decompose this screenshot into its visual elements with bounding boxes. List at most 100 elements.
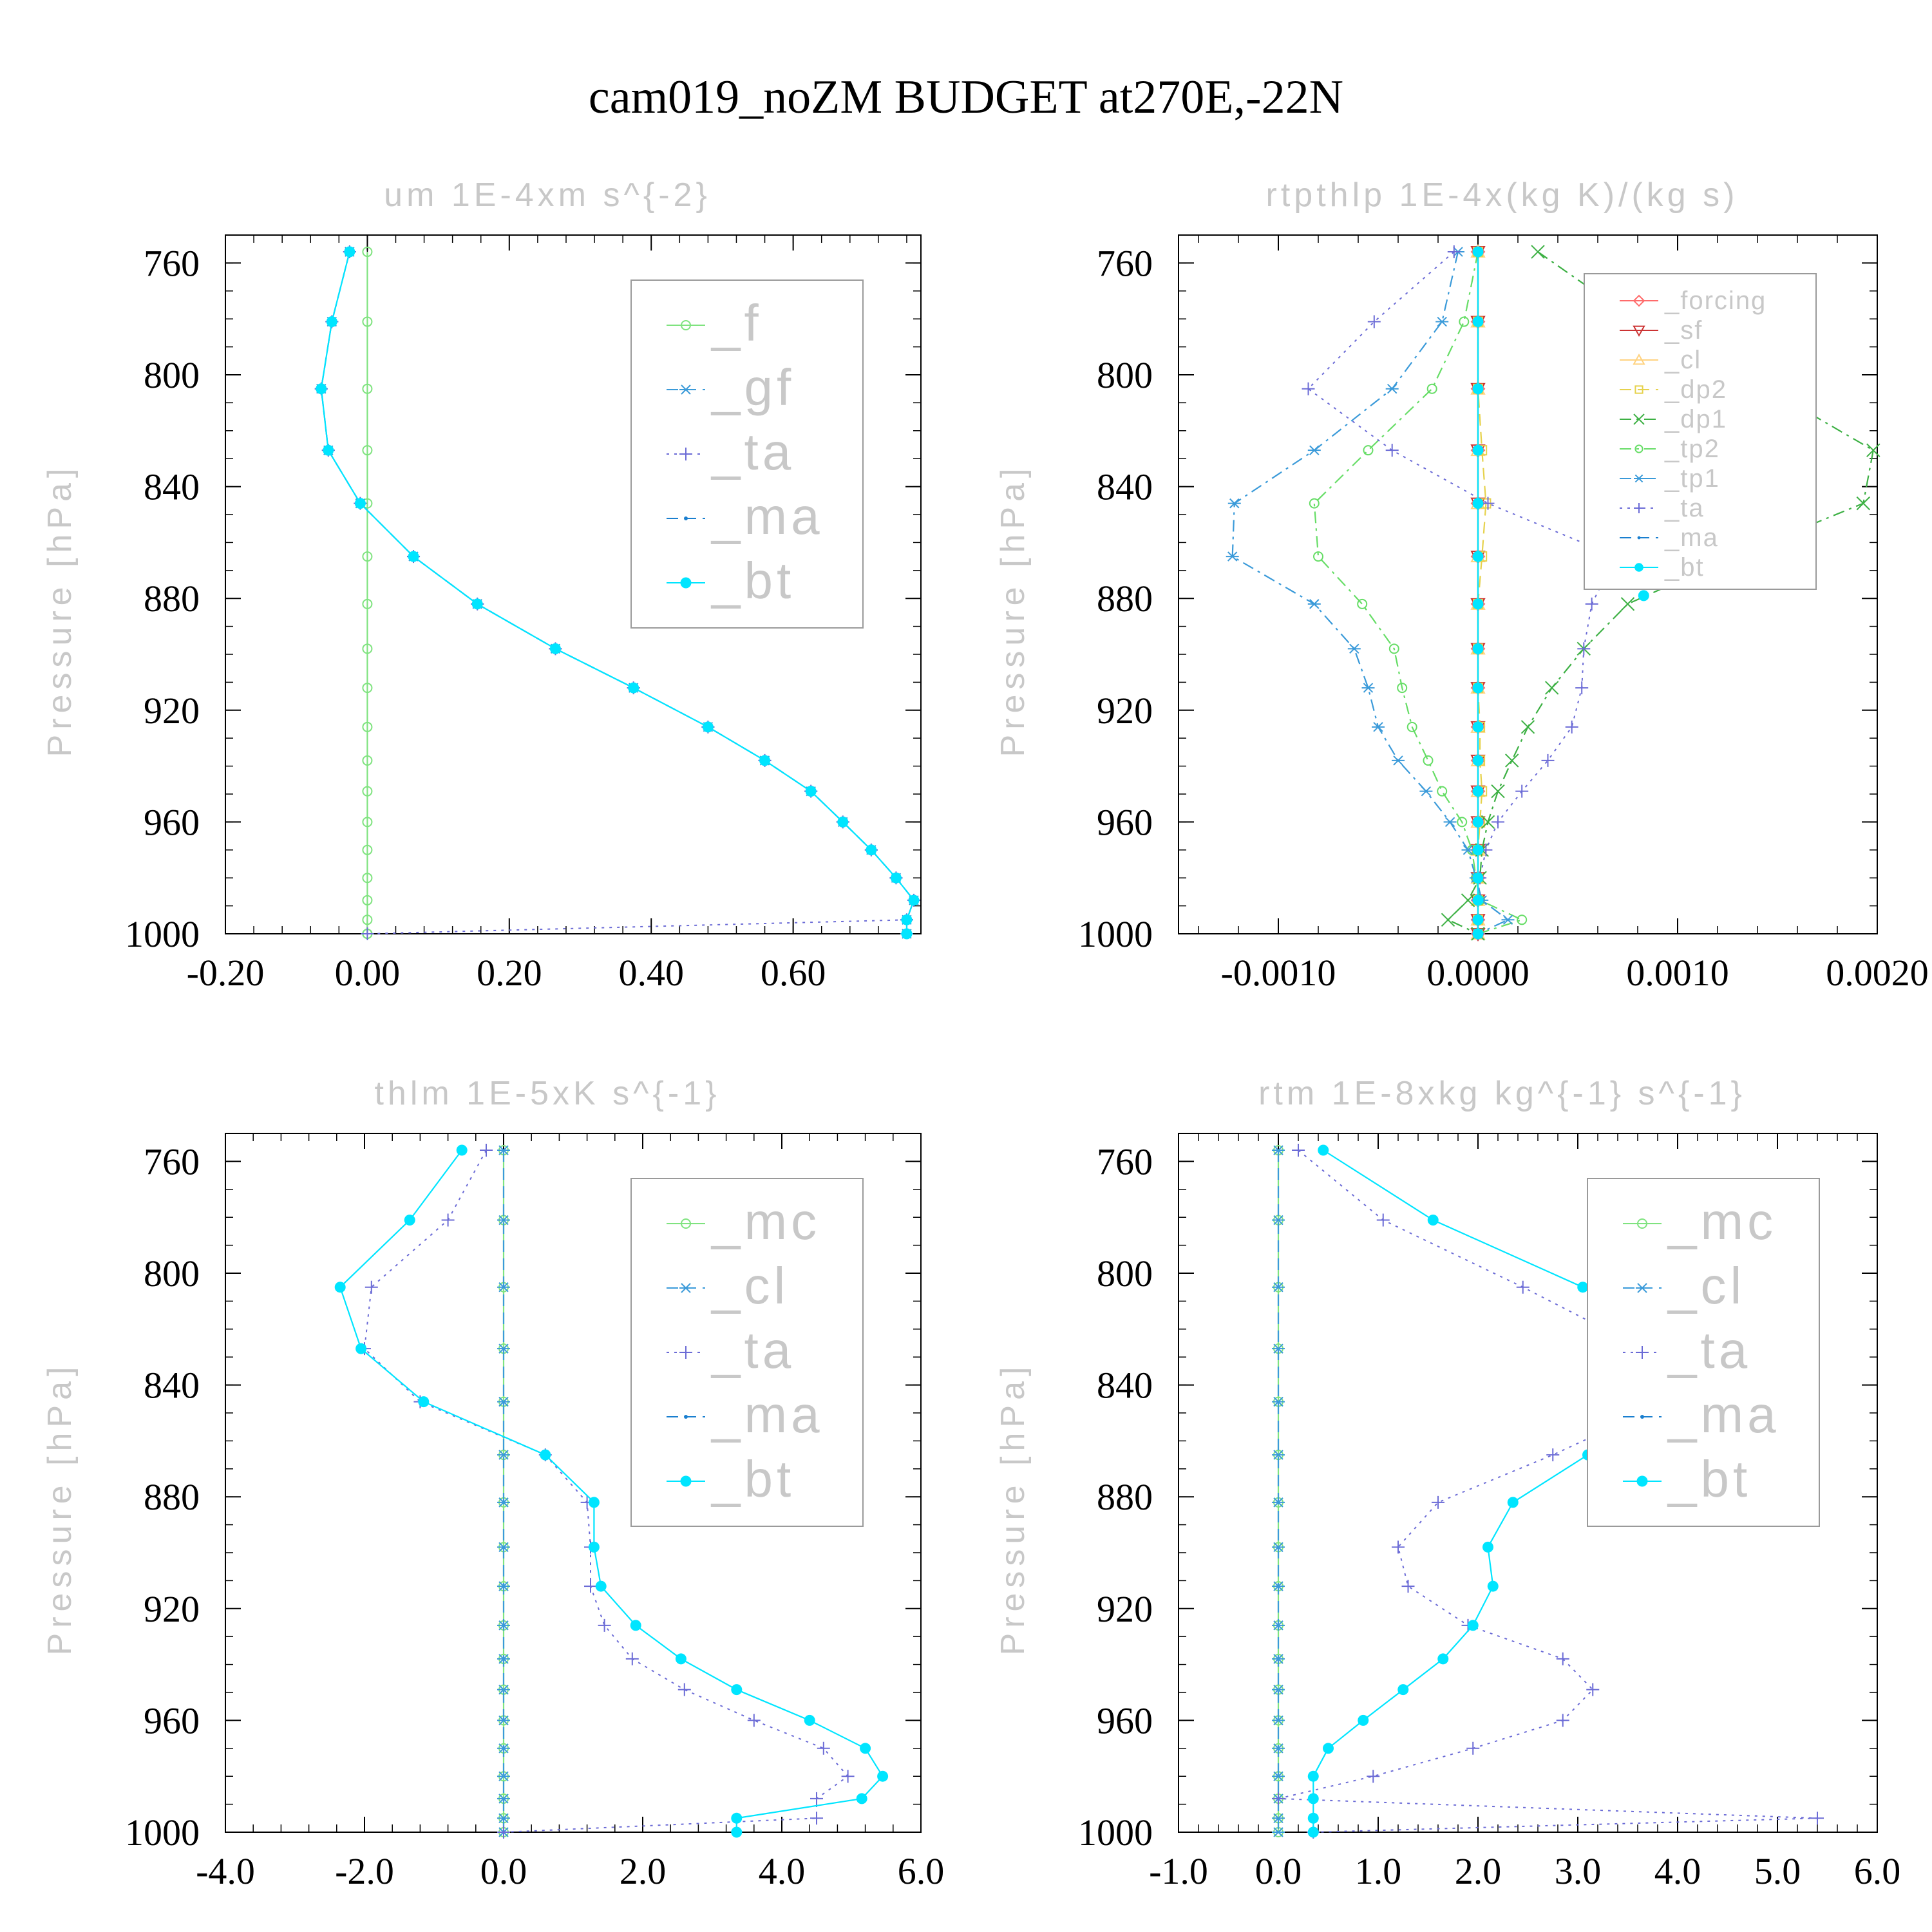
data-point — [1427, 1215, 1439, 1226]
data-point — [549, 643, 561, 654]
legend-marker — [1634, 474, 1644, 483]
data-point — [588, 1497, 600, 1508]
legend-label: _mc — [710, 1193, 820, 1250]
legend-box — [630, 1178, 864, 1527]
data-point — [731, 1812, 743, 1824]
data-point — [1272, 1715, 1285, 1726]
data-point — [1272, 1813, 1285, 1824]
legend-entry: _ma — [1620, 524, 1718, 552]
x-tick-label: 2.0 — [620, 1850, 667, 1892]
data-point — [362, 895, 373, 905]
data-point — [362, 844, 373, 855]
legend-marker — [684, 1415, 688, 1419]
data-point — [497, 1450, 510, 1460]
data-point — [1472, 444, 1484, 456]
data-point — [1472, 551, 1484, 562]
data-point — [810, 1792, 823, 1805]
y-axis-label: Pressure [hPa] — [994, 1362, 1032, 1656]
data-point — [1472, 755, 1484, 766]
legend-label: _bt — [710, 552, 795, 609]
legend-entry: _cl — [667, 1257, 785, 1314]
legend-label: _ta — [710, 1321, 795, 1379]
axis-ticks — [1179, 234, 1878, 934]
chart-panel-4: rtm 1E-8xkg kg^{-1} s^{-1} Pressure [hPa]… — [994, 1075, 1900, 1892]
data-point — [1272, 1743, 1285, 1754]
data-point — [1272, 1684, 1285, 1695]
data-point — [1318, 1144, 1329, 1156]
data-point — [497, 1581, 510, 1591]
data-point — [1520, 720, 1535, 734]
data-point — [1481, 497, 1495, 510]
y-tick-label: 880 — [1097, 578, 1153, 620]
legend-entry: _mc — [667, 1193, 820, 1250]
legend-entry: _dp2 — [1620, 375, 1727, 404]
data-point — [1443, 817, 1457, 828]
legend-entry: _ta — [667, 1321, 795, 1379]
data-point — [890, 872, 902, 884]
data-point — [588, 1541, 600, 1553]
legend-marker — [1636, 1346, 1649, 1359]
data-point — [1272, 1654, 1285, 1664]
legend-label: _sf — [1664, 316, 1703, 345]
data-point — [1423, 755, 1434, 766]
data-point — [677, 1683, 691, 1696]
legend-marker — [679, 384, 692, 395]
data-point — [1441, 913, 1455, 927]
data-point — [354, 498, 366, 509]
legend-entry: _ta — [1620, 494, 1703, 522]
data-point — [1307, 599, 1321, 609]
data-point — [1472, 721, 1484, 733]
panel-title: rtm 1E-8xkg kg^{-1} s^{-1} — [1258, 1075, 1746, 1112]
x-tick-label: 0.0010 — [1626, 952, 1729, 994]
y-tick-label: 1000 — [1078, 913, 1153, 955]
data-point — [1385, 444, 1399, 457]
data-point — [326, 316, 337, 328]
data-point — [810, 1812, 823, 1825]
legend-entry: _cl — [1623, 1257, 1741, 1314]
legend-marker — [1636, 1475, 1648, 1487]
data-point — [1504, 753, 1519, 768]
data-point — [1376, 1213, 1390, 1227]
y-tick-label: 800 — [1097, 1253, 1153, 1294]
x-tick-label: 5.0 — [1754, 1850, 1801, 1892]
chart-panel-1: um 1E-4xm s^{-2} Pressure [hPa] -0.20 0.00 0… — [41, 176, 922, 994]
data-point — [1517, 914, 1528, 925]
data-point — [1467, 1620, 1479, 1631]
legend-entry: _bt — [667, 1450, 791, 1508]
chart-panels: um 1E-4xm s^{-2}Pressure [hPa]-0.20 0.00 0… — [41, 176, 1929, 1892]
data-point — [628, 682, 639, 694]
y-tick-label: 880 — [144, 1476, 200, 1518]
legend-label: _dp2 — [1664, 375, 1727, 404]
legend-label: _mc — [1667, 1193, 1777, 1250]
data-point — [362, 721, 373, 732]
data-point — [1472, 895, 1484, 906]
x-tick-label: 0.40 — [618, 952, 684, 994]
data-point — [584, 1580, 597, 1593]
data-point — [497, 1542, 510, 1553]
data-point — [497, 1794, 510, 1804]
legend-marker — [681, 320, 691, 330]
data-point — [1313, 551, 1323, 562]
legend-entry: _bt — [1620, 553, 1703, 582]
data-point — [1546, 1448, 1560, 1462]
legend-entry: _dp1 — [1620, 405, 1726, 433]
data-point — [1556, 1714, 1569, 1727]
data-point — [866, 844, 877, 856]
legend-entry: _gf — [667, 359, 791, 416]
legend-entry: _ta — [667, 423, 791, 480]
data-point — [334, 1282, 346, 1293]
data-point — [1472, 316, 1484, 328]
data-point — [1516, 1280, 1530, 1294]
x-tick-label: -2.0 — [335, 1850, 394, 1892]
data-point — [1272, 1581, 1285, 1591]
data-point — [1586, 1683, 1600, 1696]
series-line — [1313, 251, 1524, 935]
legend-marker — [1634, 503, 1644, 513]
y-tick-label: 840 — [144, 1365, 200, 1406]
axis-ticks — [225, 234, 921, 934]
y-tick-label: 880 — [1097, 1476, 1153, 1518]
data-point — [595, 1580, 607, 1592]
x-tick-label: 0.0000 — [1426, 952, 1530, 994]
x-tick-label: 0.0020 — [1826, 952, 1929, 994]
data-point — [1357, 598, 1368, 609]
